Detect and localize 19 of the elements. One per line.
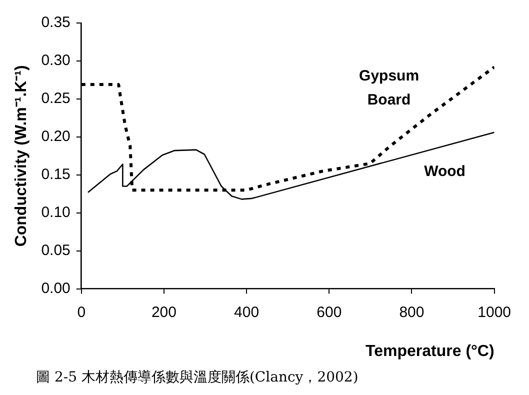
y-tick-label: 0.00: [41, 280, 70, 297]
x-tick-label: 200: [151, 304, 176, 321]
series-label: Wood: [424, 162, 466, 180]
y-tick-label: 0.30: [41, 52, 70, 70]
y-tick-label: 0.15: [41, 166, 70, 184]
caption: 圖 2-5 木材熱傳導係數與溫度關係(Clancy，2002): [36, 370, 358, 386]
x-tick-label: 600: [316, 304, 342, 321]
x-tick-label: 0: [77, 304, 86, 321]
x-tick-label: 400: [234, 304, 260, 321]
y-tick-label: 0.25: [41, 90, 70, 108]
y-tick-label: 0.35: [41, 14, 70, 32]
y-axis-title: Conductivity (W.m⁻¹.K⁻¹): [13, 65, 30, 247]
y-tick-label: 0.20: [41, 128, 70, 146]
x-axis-title: Temperature (°C): [366, 342, 494, 360]
y-tick-label: 0.10: [41, 204, 70, 221]
series-label: Gypsum Board: [359, 67, 420, 108]
y-tick-label: 0.05: [41, 242, 70, 259]
x-tick-label: 800: [399, 304, 424, 321]
x-tick-label: 1000: [478, 304, 512, 321]
